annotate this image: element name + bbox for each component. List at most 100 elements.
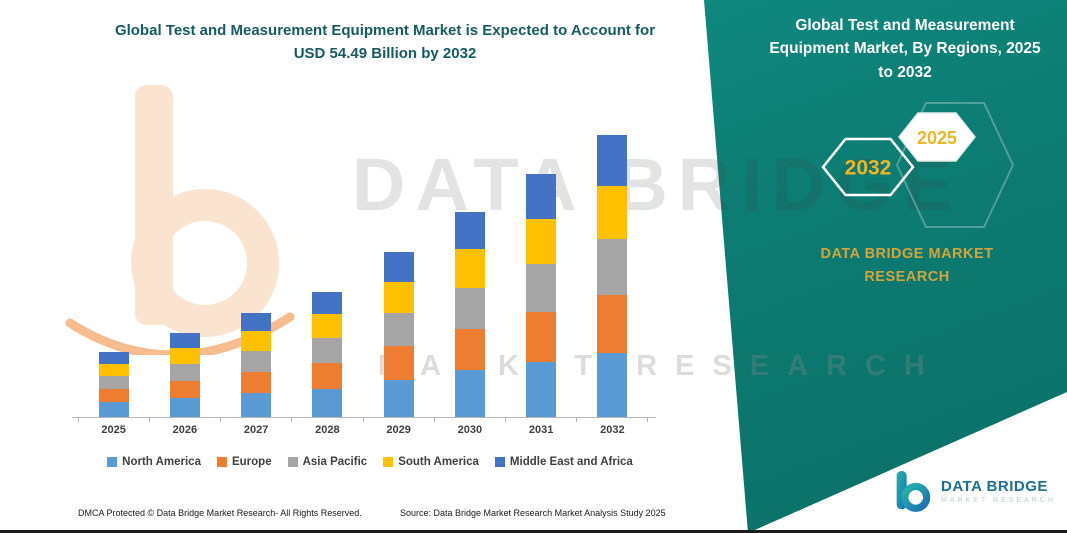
bar-segment <box>98 389 129 402</box>
legend-label: Asia Pacific <box>302 456 368 468</box>
legend-swatch <box>494 457 505 467</box>
bar-segment <box>526 174 557 219</box>
x-axis-ticks <box>78 417 648 422</box>
bar-segment <box>169 364 200 381</box>
bar-segment <box>383 346 414 380</box>
legend-item: North America <box>107 456 201 468</box>
bar-segment <box>526 362 557 417</box>
legend-item: Middle East and Africa <box>494 456 633 468</box>
logo-name: DATA BRIDGE <box>941 478 1048 495</box>
x-axis-label: 2027 <box>243 424 269 436</box>
bar-segment <box>597 353 628 417</box>
logo-text-block: DATA BRIDGE MARKET RESEARCH <box>941 478 1056 504</box>
bar-segment <box>526 218 557 265</box>
legend-item: Europe <box>216 456 272 468</box>
x-axis-label: 2026 <box>172 424 198 436</box>
bar-segment <box>597 295 628 354</box>
bar-group-2029 <box>363 127 434 417</box>
bar-group-2028 <box>292 127 363 417</box>
bar-stack-2025 <box>98 351 129 417</box>
bar-segment <box>312 388 343 417</box>
x-axis-label: 2025 <box>101 424 126 436</box>
x-axis-label: 2029 <box>386 424 411 436</box>
bar-stack-2027 <box>241 312 272 417</box>
bar-stack-2029 <box>383 252 414 417</box>
legend-item: Asia Pacific <box>287 456 368 468</box>
bar-segment <box>454 212 485 250</box>
bar-segment <box>98 351 129 364</box>
legend-swatch <box>383 457 394 467</box>
chart-headline: Global Test and Measurement Equipment Ma… <box>45 20 725 65</box>
bar-stack-2032 <box>597 134 628 417</box>
axis-tick <box>433 417 435 422</box>
bar-segment <box>312 337 343 363</box>
bar-segment <box>98 376 129 390</box>
bar-segment <box>169 332 200 349</box>
bar-segment <box>383 282 414 314</box>
axis-tick <box>291 417 293 422</box>
hexagon-2032 <box>821 137 915 197</box>
axis-tick <box>575 417 577 422</box>
x-axis-label: 2028 <box>315 424 340 436</box>
bar-segment <box>526 312 557 363</box>
x-axis-labels: 2025 2026 2027 2028 2029 2030 2031 2032 <box>78 424 648 436</box>
watermark-databridge-text: DATA BRIDGE <box>352 143 963 226</box>
footer-dmca-text: DMCA Protected © Data Bridge Market Rese… <box>78 508 362 518</box>
legend-label: Middle East and Africa <box>509 456 633 468</box>
x-axis-label: 2031 <box>528 424 554 436</box>
bar-group-2032 <box>577 127 648 417</box>
bar-segment <box>169 397 200 417</box>
bar-segment <box>597 186 628 240</box>
x-axis-label: 2032 <box>600 424 625 436</box>
axis-tick <box>504 417 506 422</box>
faint-hexagon-outline <box>895 102 1015 228</box>
bar-segment <box>454 287 485 329</box>
badge-2032-label: 2032 <box>845 157 892 180</box>
axis-tick <box>149 417 151 422</box>
bar-segment <box>241 312 272 332</box>
legend-swatch <box>287 457 298 467</box>
axis-tick <box>362 417 364 422</box>
bar-segment <box>383 252 414 283</box>
bar-segment <box>241 372 272 394</box>
bar-group-2026 <box>149 127 220 417</box>
bar-segment <box>98 402 129 417</box>
logo-b-icon <box>896 471 931 512</box>
headline-line1: Global Test and Measurement Equipment Ma… <box>114 22 656 39</box>
bar-stack-2030 <box>454 212 485 417</box>
corporate-logo: DATA BRIDGE MARKET RESEARCH <box>893 468 1056 514</box>
bar-segment <box>312 313 343 338</box>
footer-source-text: Source: Data Bridge Market Research Mark… <box>400 508 666 518</box>
chart-plot <box>78 127 648 417</box>
bar-segment <box>597 134 628 187</box>
bar-segment <box>241 351 272 373</box>
bar-group-2025 <box>78 127 149 417</box>
bar-segment <box>383 313 414 347</box>
badge-2025-label: 2025 <box>917 128 957 148</box>
legend-swatch <box>216 457 227 467</box>
bar-segment <box>454 370 485 417</box>
axis-tick <box>78 417 79 422</box>
bar-stack-2026 <box>169 332 200 417</box>
legend-item: South America <box>383 456 479 468</box>
hexagon-2025 <box>898 112 976 162</box>
legend-swatch <box>107 457 118 467</box>
bar-group-2030 <box>434 127 505 417</box>
bar-segment <box>169 380 200 398</box>
bar-segment <box>597 239 628 296</box>
axis-tick <box>220 417 222 422</box>
panel-title: Global Test and Measurement Equipment Ma… <box>769 17 1041 81</box>
legend-label: South America <box>398 456 479 468</box>
bar-segment <box>312 291 343 314</box>
bar-segment <box>241 331 272 352</box>
bar-stack-2028 <box>312 291 343 417</box>
bar-segment <box>241 393 272 417</box>
bar-group-2027 <box>221 127 292 417</box>
bar-group-2031 <box>506 127 577 417</box>
x-axis-line <box>72 417 656 418</box>
brand-line2: RESEARCH <box>864 269 950 286</box>
bar-segment <box>98 363 129 377</box>
axis-tick <box>647 417 648 422</box>
logo-subtitle: MARKET RESEARCH <box>941 497 1056 504</box>
